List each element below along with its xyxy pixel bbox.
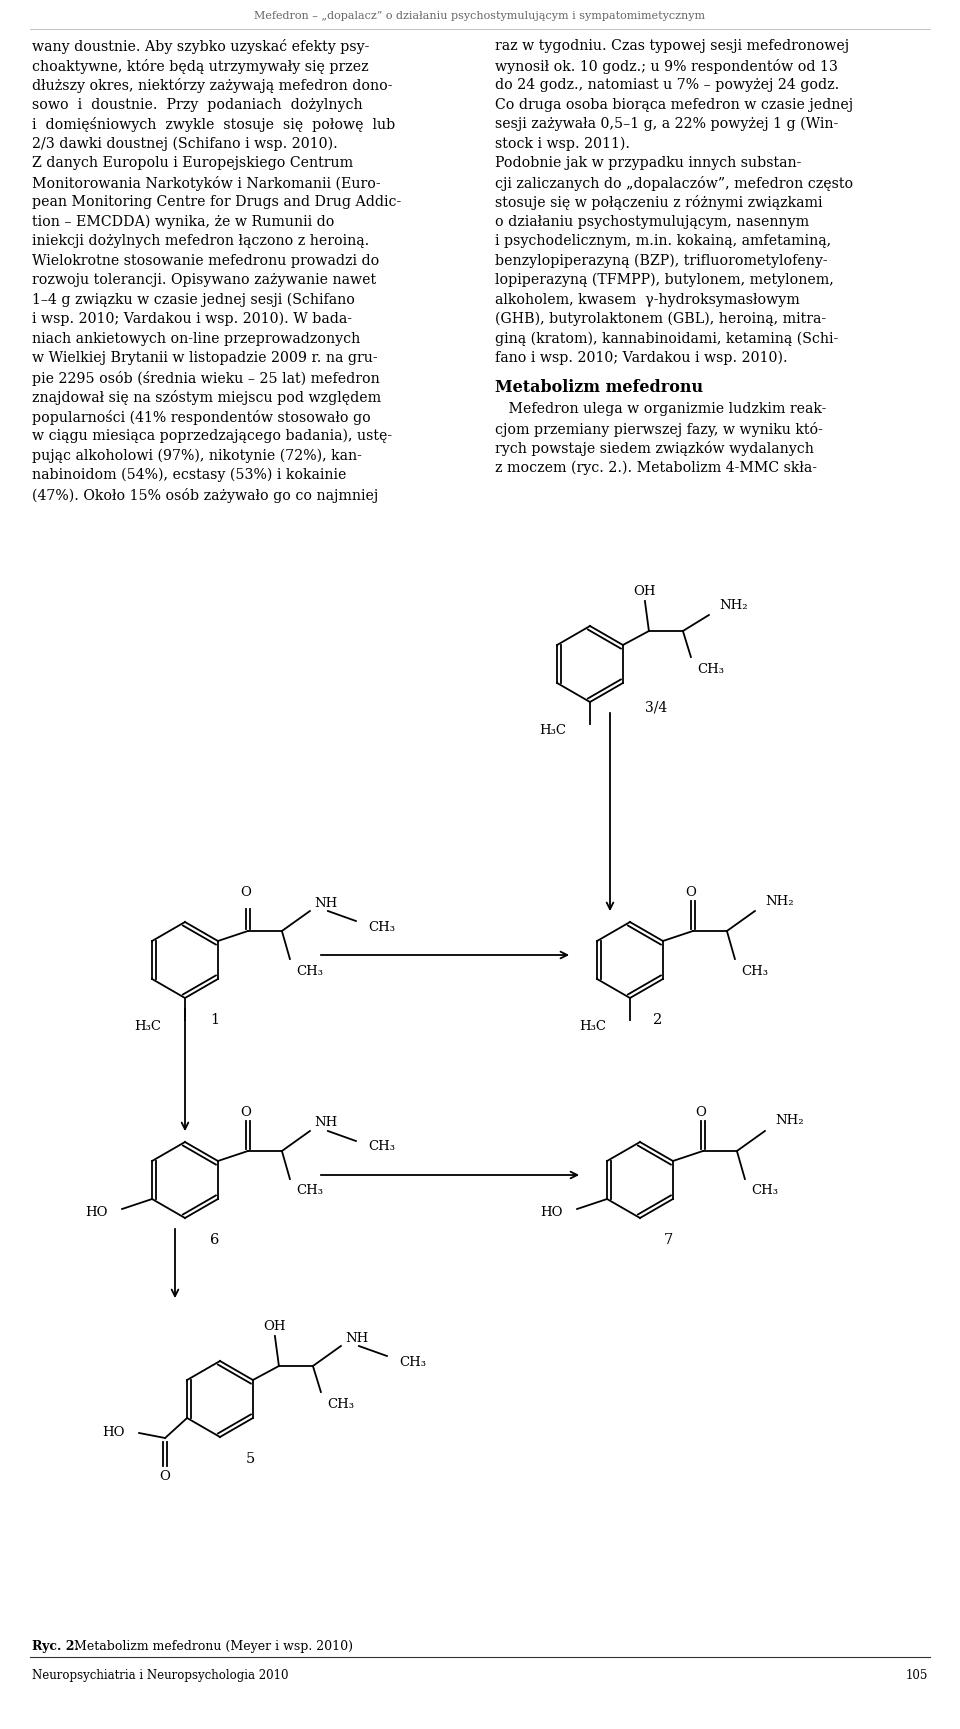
Text: OH: OH [634, 584, 656, 598]
Text: 1: 1 [210, 1013, 220, 1027]
Text: 6: 6 [210, 1233, 220, 1247]
Text: 7: 7 [663, 1233, 673, 1247]
Text: Neuropsychiatria i Neuropsychologia 2010: Neuropsychiatria i Neuropsychologia 2010 [32, 1668, 289, 1682]
Text: do 24 godz., natomiast u 7% – powyżej 24 godz.: do 24 godz., natomiast u 7% – powyżej 24… [495, 78, 839, 92]
Text: 5: 5 [246, 1452, 254, 1466]
Text: benzylopiperazyną (BZP), trifluorometylofeny-: benzylopiperazyną (BZP), trifluorometylo… [495, 254, 828, 268]
Text: CH₃: CH₃ [368, 920, 395, 934]
Text: popularności (41% respondentów stosowało go: popularności (41% respondentów stosowało… [32, 410, 371, 425]
Text: CH₃: CH₃ [296, 1184, 323, 1198]
Text: w Wielkiej Brytanii w listopadzie 2009 r. na gru-: w Wielkiej Brytanii w listopadzie 2009 r… [32, 351, 377, 365]
Text: 2/3 dawki doustnej (Schifano i wsp. 2010).: 2/3 dawki doustnej (Schifano i wsp. 2010… [32, 137, 338, 150]
Text: Co druga osoba biorąca mefedron w czasie jednej: Co druga osoba biorąca mefedron w czasie… [495, 97, 853, 111]
Text: Mefedron ulega w organizmie ludzkim reak-: Mefedron ulega w organizmie ludzkim reak… [495, 403, 827, 417]
Text: O: O [240, 885, 252, 899]
Text: wynosił ok. 10 godz.; u 9% respondentów od 13: wynosił ok. 10 godz.; u 9% respondentów … [495, 59, 838, 74]
Text: HO: HO [103, 1426, 125, 1440]
Text: Monitorowania Narkotyków i Narkomanii (Euro-: Monitorowania Narkotyków i Narkomanii (E… [32, 176, 380, 190]
Text: dłuższy okres, niektórzy zażywają mefedron dono-: dłuższy okres, niektórzy zażywają mefedr… [32, 78, 393, 93]
Text: Z danych Europolu i Europejskiego Centrum: Z danych Europolu i Europejskiego Centru… [32, 156, 353, 169]
Text: cjom przemiany pierwszej fazy, w wyniku któ-: cjom przemiany pierwszej fazy, w wyniku … [495, 422, 823, 436]
Text: 105: 105 [905, 1668, 928, 1682]
Text: sesji zażywała 0,5–1 g, a 22% powyżej 1 g (Win-: sesji zażywała 0,5–1 g, a 22% powyżej 1 … [495, 118, 838, 131]
Text: CH₃: CH₃ [741, 965, 768, 977]
Text: CH₃: CH₃ [399, 1356, 426, 1368]
Text: Podobnie jak w przypadku innych substan-: Podobnie jak w przypadku innych substan- [495, 156, 802, 169]
Text: Metabolizm mefedronu (Meyer i wsp. 2010): Metabolizm mefedronu (Meyer i wsp. 2010) [70, 1641, 353, 1653]
Text: NH: NH [345, 1331, 368, 1345]
Text: Ryc. 2.: Ryc. 2. [32, 1641, 79, 1653]
Text: tion – EMCDDA) wynika, że w Rumunii do: tion – EMCDDA) wynika, że w Rumunii do [32, 214, 334, 228]
Text: NH₂: NH₂ [719, 598, 748, 612]
Text: CH₃: CH₃ [296, 965, 323, 977]
Text: stosuje się w połączeniu z różnymi związkami: stosuje się w połączeniu z różnymi związ… [495, 195, 823, 209]
Text: H₃C: H₃C [134, 1020, 161, 1032]
Text: (GHB), butyrolaktonem (GBL), heroiną, mitra-: (GHB), butyrolaktonem (GBL), heroiną, mi… [495, 311, 827, 327]
Text: iniekcji dożylnych mefedron łączono z heroiną.: iniekcji dożylnych mefedron łączono z he… [32, 233, 370, 247]
Text: pując alkoholowi (97%), nikotynie (72%), kan-: pując alkoholowi (97%), nikotynie (72%),… [32, 448, 362, 463]
Text: CH₃: CH₃ [751, 1184, 778, 1198]
Text: wany doustnie. Aby szybko uzyskać efekty psy-: wany doustnie. Aby szybko uzyskać efekty… [32, 40, 370, 54]
Text: pie 2295 osób (średnia wieku – 25 lat) mefedron: pie 2295 osób (średnia wieku – 25 lat) m… [32, 370, 380, 386]
Text: Metabolizm mefedronu: Metabolizm mefedronu [495, 379, 703, 396]
Text: NH: NH [314, 897, 337, 909]
Text: 2: 2 [654, 1013, 662, 1027]
Text: CH₃: CH₃ [697, 662, 724, 676]
Text: O: O [159, 1470, 171, 1482]
Text: H₃C: H₃C [539, 723, 566, 737]
Text: OH: OH [264, 1319, 286, 1333]
Text: niach ankietowych on-line przeprowadzonych: niach ankietowych on-line przeprowadzony… [32, 332, 360, 346]
Text: choaktywne, które będą utrzymywały się przez: choaktywne, które będą utrzymywały się p… [32, 59, 369, 74]
Text: CH₃: CH₃ [368, 1141, 395, 1153]
Text: Wielokrotne stosowanie mefedronu prowadzi do: Wielokrotne stosowanie mefedronu prowadz… [32, 254, 379, 268]
Text: NH₂: NH₂ [765, 894, 794, 908]
Text: stock i wsp. 2011).: stock i wsp. 2011). [495, 137, 630, 150]
Text: giną (kratom), kannabinoidami, ketaminą (Schi-: giną (kratom), kannabinoidami, ketaminą … [495, 332, 838, 346]
Text: Mefedron – „dopalacz” o działaniu psychostymulującym i sympatomimetycznym: Mefedron – „dopalacz” o działaniu psycho… [254, 10, 706, 21]
Text: z moczem (ryc. 2.). Metabolizm 4-MMC skła-: z moczem (ryc. 2.). Metabolizm 4-MMC skł… [495, 460, 817, 475]
Text: nabinoidom (54%), ecstasy (53%) i kokainie: nabinoidom (54%), ecstasy (53%) i kokain… [32, 469, 347, 482]
Text: HO: HO [85, 1207, 108, 1219]
Text: 1–4 g związku w czasie jednej sesji (Schifano: 1–4 g związku w czasie jednej sesji (Sch… [32, 292, 355, 306]
Text: H₃C: H₃C [579, 1020, 606, 1032]
Text: sowo  i  doustnie.  Przy  podaniach  dożylnych: sowo i doustnie. Przy podaniach dożylnyc… [32, 97, 363, 111]
Text: o działaniu psychostymulującym, nasennym: o działaniu psychostymulującym, nasennym [495, 214, 809, 228]
Text: pean Monitoring Centre for Drugs and Drug Addic-: pean Monitoring Centre for Drugs and Dru… [32, 195, 401, 209]
Text: w ciągu miesiąca poprzedzającego badania), ustę-: w ciągu miesiąca poprzedzającego badania… [32, 429, 392, 443]
Text: HO: HO [540, 1207, 564, 1219]
Text: i psychodelicznym, m.in. kokainą, amfetaminą,: i psychodelicznym, m.in. kokainą, amfeta… [495, 233, 831, 247]
Text: znajdował się na szóstym miejscu pod względem: znajdował się na szóstym miejscu pod wzg… [32, 391, 381, 405]
Text: NH₂: NH₂ [775, 1115, 804, 1127]
Text: raz w tygodniu. Czas typowej sesji mefedronowej: raz w tygodniu. Czas typowej sesji mefed… [495, 40, 850, 54]
Text: lopiperazyną (TFMPP), butylonem, metylonem,: lopiperazyną (TFMPP), butylonem, metylon… [495, 273, 833, 287]
Text: O: O [695, 1105, 707, 1119]
Text: O: O [240, 1105, 252, 1119]
Text: 3/4: 3/4 [645, 700, 667, 714]
Text: CH₃: CH₃ [327, 1397, 354, 1411]
Text: rozwoju tolerancji. Opisywano zażywanie nawet: rozwoju tolerancji. Opisywano zażywanie … [32, 273, 376, 287]
Text: rych powstaje siedem związków wydalanych: rych powstaje siedem związków wydalanych [495, 441, 814, 456]
Text: i  domięśniowych  zwykle  stosuje  się  połowę  lub: i domięśniowych zwykle stosuje się połow… [32, 118, 396, 131]
Text: cji zaliczanych do „dopalaczów”, mefedron często: cji zaliczanych do „dopalaczów”, mefedro… [495, 176, 853, 190]
Text: alkoholem, kwasem  γ-hydroksymasłowym: alkoholem, kwasem γ-hydroksymasłowym [495, 292, 800, 306]
Text: NH: NH [314, 1117, 337, 1129]
Text: i wsp. 2010; Vardakou i wsp. 2010). W bada-: i wsp. 2010; Vardakou i wsp. 2010). W ba… [32, 311, 352, 327]
Text: (47%). Około 15% osób zażywało go co najmniej: (47%). Około 15% osób zażywało go co naj… [32, 488, 378, 503]
Text: O: O [685, 885, 696, 899]
Text: fano i wsp. 2010; Vardakou i wsp. 2010).: fano i wsp. 2010; Vardakou i wsp. 2010). [495, 351, 787, 365]
